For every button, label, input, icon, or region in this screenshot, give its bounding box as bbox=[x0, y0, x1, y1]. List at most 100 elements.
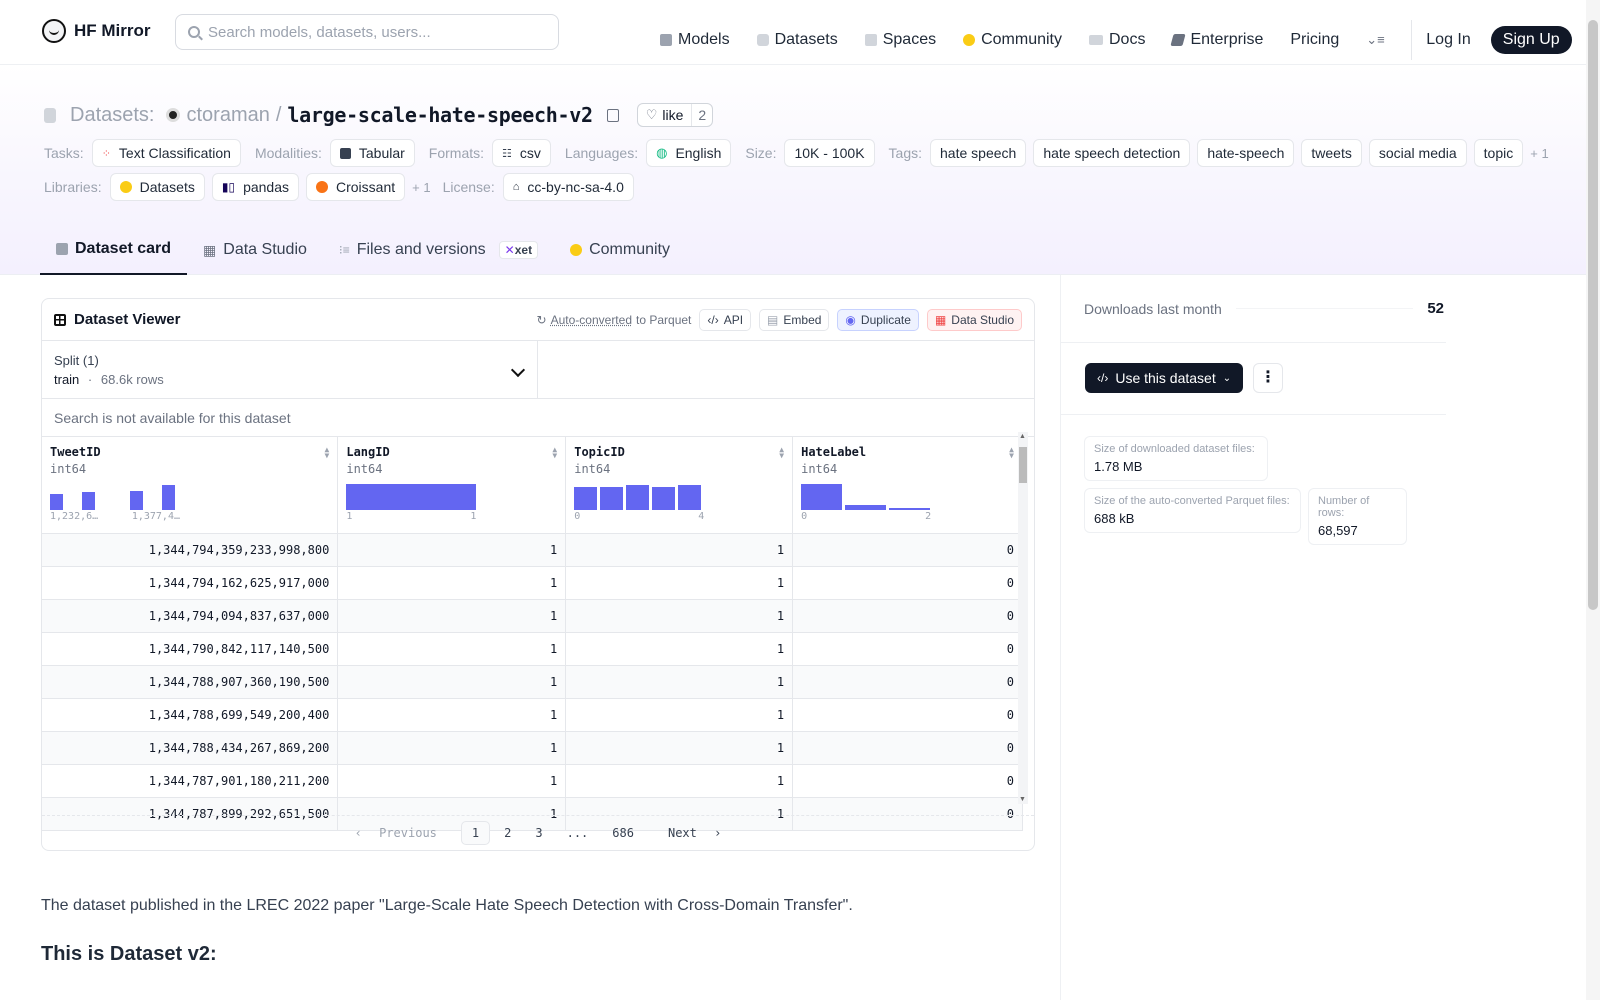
histogram-bar[interactable] bbox=[889, 508, 931, 510]
histogram-bar[interactable] bbox=[574, 487, 598, 510]
tag-croissant[interactable]: Croissant bbox=[306, 173, 406, 201]
column-histogram[interactable] bbox=[801, 484, 931, 510]
column-header[interactable]: HateLabel int64 ▲ ▼ 0 2 bbox=[792, 437, 1023, 534]
table-cell[interactable]: 1 bbox=[565, 764, 794, 798]
tag-text-classification[interactable]: ⁘ Text Classification bbox=[91, 139, 241, 167]
copy-icon[interactable] bbox=[606, 108, 619, 122]
auto-converted-link[interactable]: Auto-converted bbox=[550, 312, 632, 327]
tab-dataset-card[interactable]: Dataset card bbox=[40, 225, 188, 275]
tag-license[interactable]: ⌂ cc-by-nc-sa-4.0 bbox=[502, 173, 634, 201]
table-cell[interactable]: 1 bbox=[337, 698, 567, 732]
site-logo[interactable]: HF Mirror bbox=[42, 19, 151, 43]
tag-csv[interactable]: ☷ csv bbox=[492, 139, 551, 167]
login-link[interactable]: Log In bbox=[1426, 31, 1471, 48]
tags-more[interactable]: + 1 bbox=[1530, 145, 1549, 161]
tag-hate-speech-detection[interactable]: hate speech detection bbox=[1033, 139, 1191, 167]
tag-social-media[interactable]: social media bbox=[1368, 139, 1467, 167]
previous-page-button[interactable]: ‹ Previous bbox=[345, 822, 457, 844]
table-cell[interactable]: 0 bbox=[792, 731, 1023, 765]
histogram-bar[interactable] bbox=[652, 487, 676, 510]
histogram-bar[interactable] bbox=[130, 491, 143, 510]
nav-datasets[interactable]: Datasets bbox=[756, 31, 838, 49]
table-cell[interactable]: 1,344,788,907,360,190,500 bbox=[42, 665, 339, 699]
tag-tweets[interactable]: tweets bbox=[1301, 139, 1362, 167]
table-row[interactable]: 1,344,788,907,360,190,500 1 1 0 bbox=[42, 665, 1023, 699]
nav-pricing[interactable]: Pricing bbox=[1290, 31, 1339, 49]
tag-size[interactable]: 10K - 100K bbox=[784, 139, 875, 167]
table-row[interactable]: 1,344,788,434,267,869,200 1 1 0 bbox=[42, 731, 1023, 765]
table-row[interactable]: 1,344,790,842,117,140,500 1 1 0 bbox=[42, 632, 1023, 666]
table-cell[interactable]: 0 bbox=[792, 533, 1023, 567]
owner-link[interactable]: ctoraman bbox=[186, 103, 270, 126]
scrollbar-thumb[interactable] bbox=[1019, 447, 1027, 483]
more-options-icon[interactable]: ⋮ bbox=[1253, 363, 1283, 393]
table-cell[interactable]: 0 bbox=[792, 599, 1023, 633]
table-cell[interactable]: 1 bbox=[565, 731, 794, 765]
sort-icon[interactable]: ▲ ▼ bbox=[324, 445, 330, 460]
column-histogram[interactable] bbox=[574, 484, 704, 510]
table-cell[interactable]: 1 bbox=[565, 698, 794, 732]
table-cell[interactable]: 1 bbox=[565, 797, 794, 831]
tag-topic[interactable]: topic bbox=[1473, 139, 1524, 167]
table-cell[interactable]: 1,344,788,434,267,869,200 bbox=[42, 731, 339, 765]
histogram-bar[interactable] bbox=[600, 487, 624, 510]
api-button[interactable]: ‹/› API bbox=[699, 308, 752, 331]
table-cell[interactable]: 1 bbox=[565, 665, 794, 699]
nav-community[interactable]: Community bbox=[963, 31, 1062, 49]
page-2[interactable]: 2 bbox=[504, 826, 512, 840]
page-scrollbar[interactable] bbox=[1586, 0, 1600, 1000]
dataset-name[interactable]: large-scale-hate-speech-v2 bbox=[287, 103, 593, 127]
tag-hate-speech-dash[interactable]: hate-speech bbox=[1197, 139, 1295, 167]
more-menu-icon[interactable]: ⌄≡ bbox=[1366, 32, 1385, 47]
next-page-button[interactable]: Next › bbox=[648, 822, 731, 844]
datasets-section-link[interactable]: Datasets: bbox=[70, 103, 155, 126]
like-button[interactable]: ♡ like 2 bbox=[636, 103, 714, 127]
table-row[interactable]: 1,344,794,094,837,637,000 1 1 0 bbox=[42, 599, 1023, 633]
column-histogram[interactable] bbox=[50, 484, 180, 510]
histogram-bar[interactable] bbox=[626, 485, 650, 510]
table-row[interactable]: 1,344,787,901,180,211,200 1 1 0 bbox=[42, 764, 1023, 798]
tag-hate-speech[interactable]: hate speech bbox=[930, 139, 1027, 167]
libraries-more[interactable]: + 1 bbox=[412, 179, 431, 195]
signup-button[interactable]: Sign Up bbox=[1490, 26, 1572, 54]
histogram-bar[interactable] bbox=[845, 505, 887, 510]
table-cell[interactable]: 1 bbox=[565, 533, 794, 567]
scroll-down-icon[interactable]: ▼ bbox=[1019, 796, 1026, 803]
table-cell[interactable]: 1,344,794,359,233,998,800 bbox=[42, 533, 339, 567]
tag-english[interactable]: ◍ English bbox=[646, 139, 732, 167]
tab-community[interactable]: Community bbox=[554, 225, 686, 275]
column-header[interactable]: TweetID int64 ▲ ▼ 1,232,6… 1,377,4… bbox=[42, 437, 339, 534]
table-cell[interactable]: 1 bbox=[337, 797, 567, 831]
table-cell[interactable]: 1 bbox=[337, 599, 567, 633]
nav-enterprise[interactable]: Enterprise bbox=[1170, 31, 1263, 49]
search-input[interactable]: Search models, datasets, users... bbox=[175, 14, 559, 50]
table-cell[interactable]: 1,344,787,899,292,651,500 bbox=[42, 797, 339, 831]
duplicate-button[interactable]: ◉ Duplicate bbox=[837, 308, 919, 331]
table-cell[interactable]: 1 bbox=[337, 731, 567, 765]
sort-icon[interactable]: ▲ ▼ bbox=[779, 445, 785, 460]
table-cell[interactable]: 1,344,794,162,625,917,000 bbox=[42, 566, 339, 600]
page-3[interactable]: 3 bbox=[535, 826, 543, 840]
auto-converted-note[interactable]: ↻ Auto-converted to Parquet bbox=[537, 313, 692, 327]
nav-docs[interactable]: Docs bbox=[1089, 31, 1145, 49]
page-686[interactable]: 686 bbox=[612, 826, 634, 840]
column-histogram[interactable] bbox=[346, 484, 477, 510]
nav-spaces[interactable]: Spaces bbox=[864, 31, 936, 49]
data-studio-button[interactable]: ▦ Data Studio bbox=[926, 308, 1022, 331]
histogram-bar[interactable] bbox=[678, 485, 702, 510]
tag-tabular[interactable]: Tabular bbox=[329, 139, 415, 167]
sort-icon[interactable]: ▲ ▼ bbox=[1009, 445, 1014, 460]
table-cell[interactable]: 1 bbox=[337, 533, 567, 567]
table-row[interactable]: 1,344,787,899,292,651,500 1 1 0 bbox=[42, 797, 1023, 831]
tag-datasets-library[interactable]: Datasets bbox=[109, 173, 205, 201]
table-cell[interactable]: 1,344,788,699,549,200,400 bbox=[42, 698, 339, 732]
table-cell[interactable]: 1,344,787,901,180,211,200 bbox=[42, 764, 339, 798]
tab-files-and-versions[interactable]: ⁝≡ Files and versions ✕xet bbox=[323, 225, 554, 275]
table-cell[interactable]: 1,344,790,842,117,140,500 bbox=[42, 632, 339, 666]
table-cell[interactable]: 1 bbox=[337, 566, 567, 600]
split-select[interactable]: Split (1) train · 68.6k rows bbox=[42, 341, 538, 398]
table-cell[interactable]: 1,344,794,094,837,637,000 bbox=[42, 599, 339, 633]
embed-button[interactable]: ▤ Embed bbox=[759, 308, 830, 331]
table-cell[interactable]: 1 bbox=[337, 665, 567, 699]
table-cell[interactable]: 0 bbox=[792, 566, 1023, 600]
